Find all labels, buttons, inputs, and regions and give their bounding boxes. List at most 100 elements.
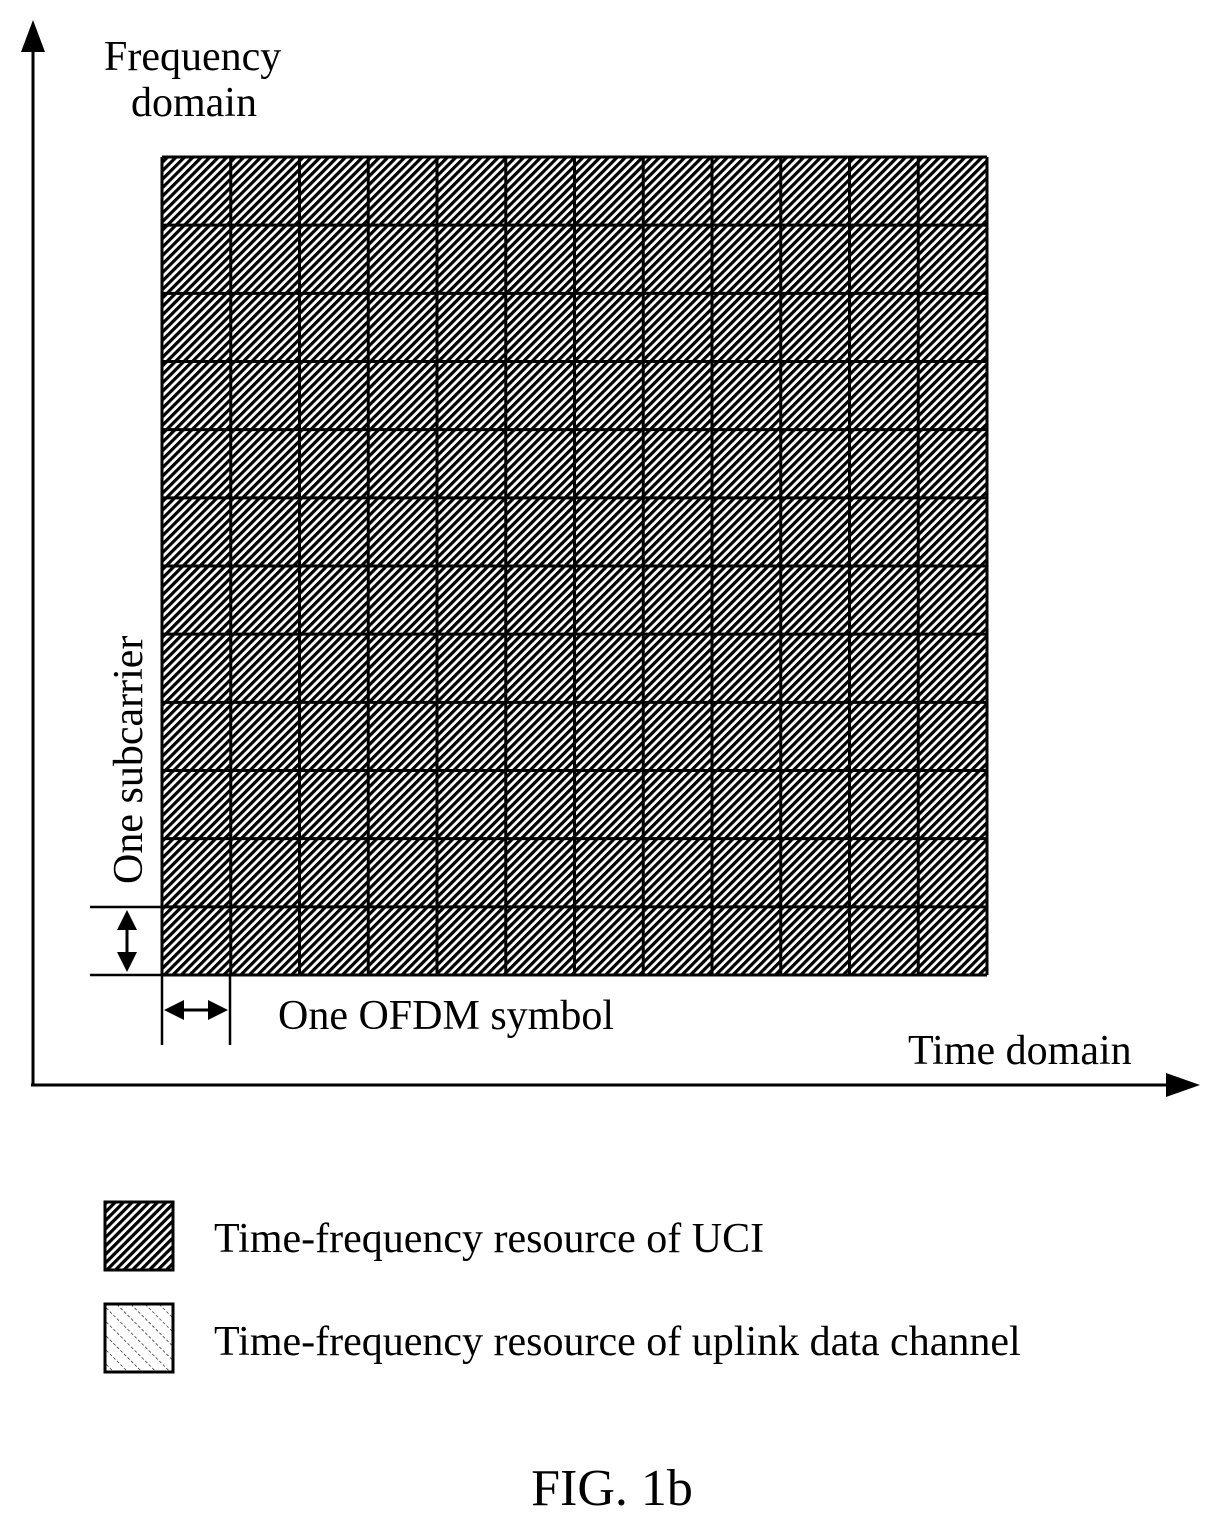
grid-cell xyxy=(230,702,300,771)
y-axis xyxy=(21,20,45,1085)
grid-cell xyxy=(230,566,300,635)
grid-cell xyxy=(299,566,369,635)
legend-swatch-data xyxy=(103,1302,175,1374)
legend-label-data: Time-frequency resource of uplink data c… xyxy=(214,1319,1021,1365)
grid-cell xyxy=(505,497,575,566)
grid-cell xyxy=(918,566,987,635)
grid-cell xyxy=(162,293,231,362)
grid-cell xyxy=(712,429,781,498)
grid-cell xyxy=(505,634,575,703)
grid-cell xyxy=(299,157,369,226)
legend: Time-frequency resource of UCI Time-freq… xyxy=(103,1200,1021,1374)
grid-cell xyxy=(505,906,575,975)
grid-cell xyxy=(780,566,850,635)
grid-cell xyxy=(299,634,369,703)
grid-cell xyxy=(368,770,437,839)
grid-cell xyxy=(712,225,781,294)
grid-cell xyxy=(299,906,369,975)
grid-cell xyxy=(505,838,575,907)
grid-cell xyxy=(780,497,850,566)
grid-cell xyxy=(230,429,300,498)
grid-cell xyxy=(780,770,850,839)
grid-cell xyxy=(299,838,369,907)
grid-cell xyxy=(643,702,712,771)
grid-cell xyxy=(780,157,850,226)
grid-cell xyxy=(299,497,369,566)
grid-cell xyxy=(780,361,850,430)
grid-cell xyxy=(505,293,575,362)
grid-cell xyxy=(230,361,300,430)
grid-cell xyxy=(918,225,987,294)
grid-cell xyxy=(918,702,987,771)
grid-cell xyxy=(643,497,712,566)
grid-cell xyxy=(368,429,437,498)
grid-cell xyxy=(849,906,919,975)
grid-cell xyxy=(230,225,300,294)
grid-cell xyxy=(162,702,231,771)
grid-cell xyxy=(918,634,987,703)
resource-grid xyxy=(160,155,989,977)
grid-cell xyxy=(780,838,850,907)
grid-cell xyxy=(437,361,506,430)
grid-cell xyxy=(230,770,300,839)
grid-cell xyxy=(437,906,506,975)
subcarrier-arrow-down xyxy=(117,952,137,972)
grid-cell xyxy=(162,838,231,907)
grid-cell xyxy=(437,566,506,635)
grid-cell xyxy=(643,566,712,635)
x-axis-label: Time domain xyxy=(908,1028,1132,1074)
grid-cell xyxy=(162,566,231,635)
grid-cell xyxy=(849,770,919,839)
grid-cell xyxy=(230,838,300,907)
grid-cell xyxy=(712,497,781,566)
grid-cell xyxy=(643,770,712,839)
grid-cell xyxy=(712,906,781,975)
grid-cell xyxy=(368,293,437,362)
grid-cell xyxy=(162,361,231,430)
grid-cell xyxy=(849,361,919,430)
grid-cell xyxy=(299,361,369,430)
grid-cell xyxy=(643,225,712,294)
grid-cell xyxy=(162,497,231,566)
grid-cell xyxy=(230,293,300,362)
grid-cell xyxy=(849,293,919,362)
grid-cell xyxy=(780,906,850,975)
grid-cell xyxy=(849,702,919,771)
grid-cell xyxy=(712,361,781,430)
grid-cell xyxy=(368,634,437,703)
grid-cell xyxy=(643,361,712,430)
subcarrier-marker xyxy=(90,905,162,977)
grid-cell xyxy=(574,497,644,566)
grid-cell xyxy=(849,429,919,498)
grid-cell xyxy=(230,497,300,566)
grid-cell xyxy=(780,702,850,771)
grid-cell xyxy=(368,157,437,226)
grid-cell xyxy=(849,225,919,294)
grid-cell xyxy=(643,838,712,907)
grid-cell xyxy=(368,361,437,430)
y-axis-label-line2: domain xyxy=(131,80,257,126)
grid-cell xyxy=(505,225,575,294)
grid-cell xyxy=(299,429,369,498)
grid-cell xyxy=(368,906,437,975)
figure-caption: FIG. 1b xyxy=(531,1460,693,1517)
y-axis-arrowhead xyxy=(21,20,45,52)
y-axis-label-line1: Frequency xyxy=(104,34,281,80)
grid-cell xyxy=(780,429,850,498)
grid-cell xyxy=(849,634,919,703)
grid-cell xyxy=(574,361,644,430)
grid-cell xyxy=(780,225,850,294)
grid-cell xyxy=(437,702,506,771)
grid-cell xyxy=(437,157,506,226)
legend-swatch-uci xyxy=(103,1200,175,1272)
grid-cell xyxy=(368,497,437,566)
grid-cell xyxy=(780,293,850,362)
grid-cell xyxy=(230,906,300,975)
grid-cell xyxy=(643,157,712,226)
grid-cell xyxy=(643,429,712,498)
grid-cell xyxy=(368,702,437,771)
grid-cell xyxy=(299,702,369,771)
grid-cell xyxy=(918,361,987,430)
grid-cell xyxy=(162,429,231,498)
